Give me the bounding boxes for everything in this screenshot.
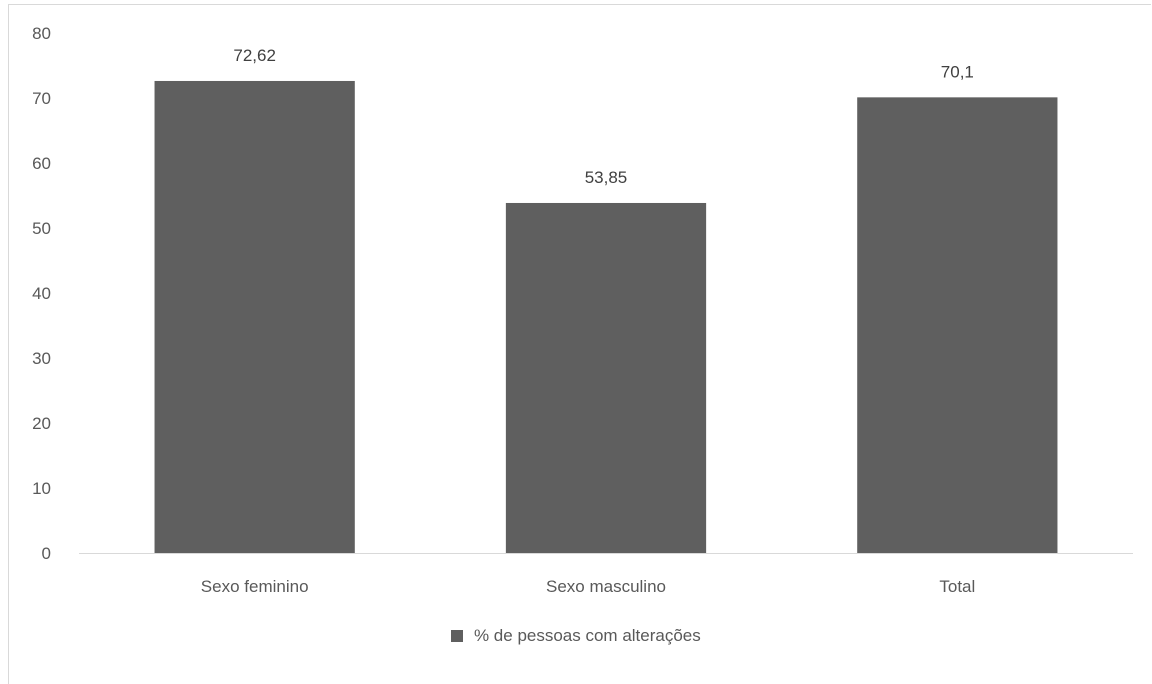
y-tick-label: 30 [32,349,51,368]
y-tick-label: 80 [32,24,51,43]
legend-label: % de pessoas com alterações [473,626,701,645]
y-tick-label: 20 [32,414,51,433]
y-tick-label: 50 [32,219,51,238]
y-tick-label: 0 [42,544,51,563]
y-tick-label: 40 [32,284,51,303]
y-tick-label: 60 [32,154,51,173]
legend-swatch [451,630,464,642]
category-label: Sexo masculino [546,577,666,596]
chart-frame [8,4,1151,684]
bar [505,202,707,553]
data-label: 53,85 [585,168,628,187]
data-label: 70,1 [941,62,974,81]
category-label: Total [939,577,975,596]
bar [857,97,1058,553]
data-label: 72,62 [233,46,276,65]
legend: % de pessoas com alterações [0,626,1152,646]
category-label: Sexo feminino [201,577,309,596]
y-tick-label: 10 [32,479,51,498]
y-tick-label: 70 [32,89,51,108]
bar [154,80,355,553]
